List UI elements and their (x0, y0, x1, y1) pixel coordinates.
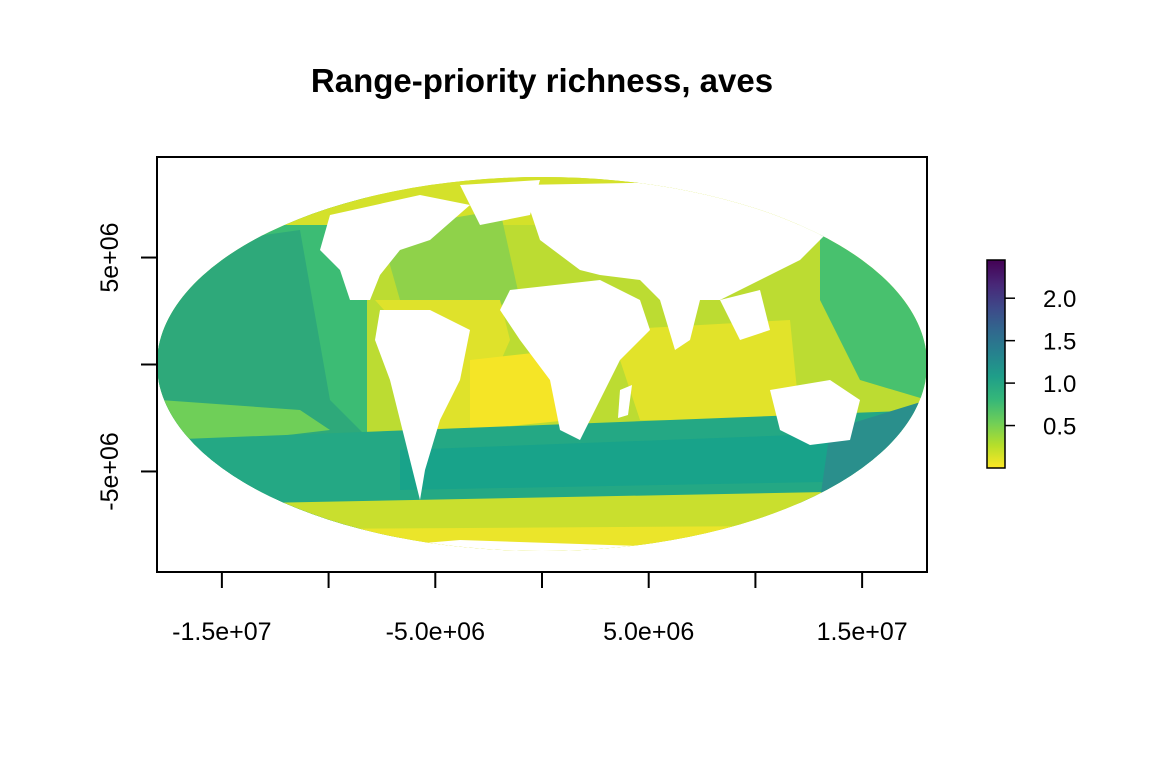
southern-ocean-inner (400, 430, 927, 490)
legend-tick-label: 0.5 (1043, 414, 1076, 441)
y-tick-label: 5e+06 (96, 222, 124, 292)
legend-tick-label: 1.5 (1043, 329, 1076, 356)
x-tick-label: -1.5e+07 (172, 618, 271, 646)
y-tick-label: -5e+06 (96, 432, 124, 511)
x-axis: -1.5e+07 -5.0e+06 5.0e+06 1.5e+07 (172, 572, 908, 646)
east-pacific-band (160, 400, 330, 450)
y-axis: 5e+06 -5e+06 (96, 222, 157, 511)
x-tick-label: 5.0e+06 (603, 618, 694, 646)
x-tick-label: 1.5e+07 (817, 618, 908, 646)
legend-tick-label: 2.0 (1043, 286, 1076, 313)
chart-title: Range-priority richness, aves (311, 62, 773, 99)
legend-ticks: 0.5 1.0 1.5 2.0 (1005, 286, 1076, 441)
legend-tick-label: 1.0 (1043, 371, 1076, 398)
indian-ocean (610, 320, 800, 420)
richness-raster (157, 177, 927, 551)
legend-colorbar (986, 259, 1006, 469)
x-tick-label: -5.0e+06 (386, 618, 485, 646)
color-legend: 0.5 1.0 1.5 2.0 (986, 259, 1076, 469)
